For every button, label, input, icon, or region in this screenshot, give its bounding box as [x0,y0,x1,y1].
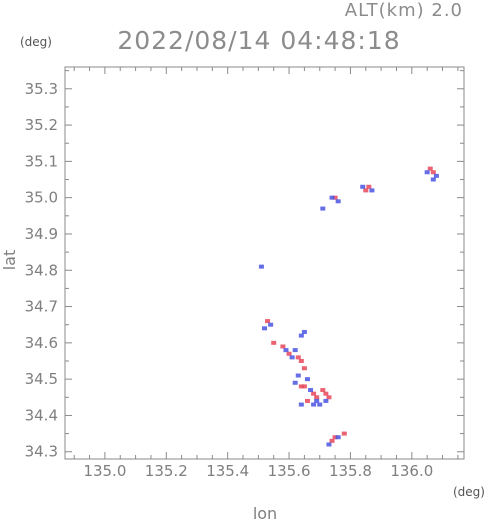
data-point [335,199,341,204]
data-point [292,380,298,385]
x-tick-label: 135.4 [206,462,249,480]
data-point [360,184,366,189]
data-point [363,188,369,193]
y-tick-label: 34.7 [25,298,58,316]
data-point [317,402,323,407]
data-point [280,344,286,349]
data-point [433,173,439,178]
data-point [298,359,304,363]
data-point [286,351,292,356]
x-unit-label: (deg) [453,485,485,499]
data-point [268,322,274,327]
altitude-label: ALT(km) 2.0 [345,0,463,21]
data-point [430,177,436,182]
y-axis-title: lat [0,250,19,271]
data-point [262,326,267,331]
data-point [301,384,307,389]
data-point [323,398,329,403]
data-point [341,431,347,436]
tick-labels: 135.0 135.2 135.4 135.6 135.8 136.0 34.3 34.4 34… [25,80,434,480]
data-point [301,366,307,371]
data-point [329,438,335,443]
data-point [326,395,332,400]
plot-frame [64,66,465,460]
axis-ticks [65,67,464,459]
data-point [366,184,372,189]
x-tick-label: 136.0 [390,462,433,480]
data-point [314,395,320,400]
chart-title-timestamp: 2022/08/14 04:48:18 [117,26,400,55]
y-tick-label: 34.6 [25,334,58,352]
x-tick-label: 135.2 [145,462,188,480]
data-point [301,329,307,334]
data-point [424,170,430,175]
data-point [314,398,320,403]
data-point [265,319,271,324]
data-point [298,384,304,389]
y-tick-label: 34.9 [25,225,58,243]
data-points [258,166,439,447]
data-point [289,355,295,360]
data-point [311,402,317,407]
data-point [320,388,326,393]
data-point [329,195,335,200]
y-unit-label: (deg) [20,35,52,49]
data-point [427,166,433,171]
y-tick-label: 35.1 [25,152,58,170]
data-point [298,333,304,338]
x-tick-label: 135.0 [83,462,126,480]
data-point [430,170,436,175]
data-point [295,355,301,360]
data-point [323,391,329,396]
y-tick-label: 34.5 [25,370,58,388]
data-point [271,340,277,345]
y-tick-label: 35.2 [25,116,58,134]
data-point [283,348,289,353]
y-tick-label: 34.3 [25,443,58,461]
x-tick-label: 135.8 [329,462,372,480]
data-point [332,435,338,440]
y-tick-label: 34.8 [25,261,58,279]
data-point [308,388,314,393]
data-point [335,435,341,440]
data-point [369,188,375,193]
y-tick-label: 34.4 [25,406,58,424]
data-point [258,264,264,269]
x-tick-label: 135.6 [268,462,311,480]
data-point [332,195,338,200]
y-tick-label: 35.3 [25,80,58,98]
data-point [320,206,326,211]
data-point [298,402,304,407]
data-point [295,373,301,378]
data-point [326,442,332,447]
data-point [304,398,310,403]
data-point [311,391,317,396]
x-axis-title: lon [253,504,277,521]
y-tick-label: 35.0 [25,189,58,207]
data-point [292,348,298,353]
data-point [304,377,310,382]
